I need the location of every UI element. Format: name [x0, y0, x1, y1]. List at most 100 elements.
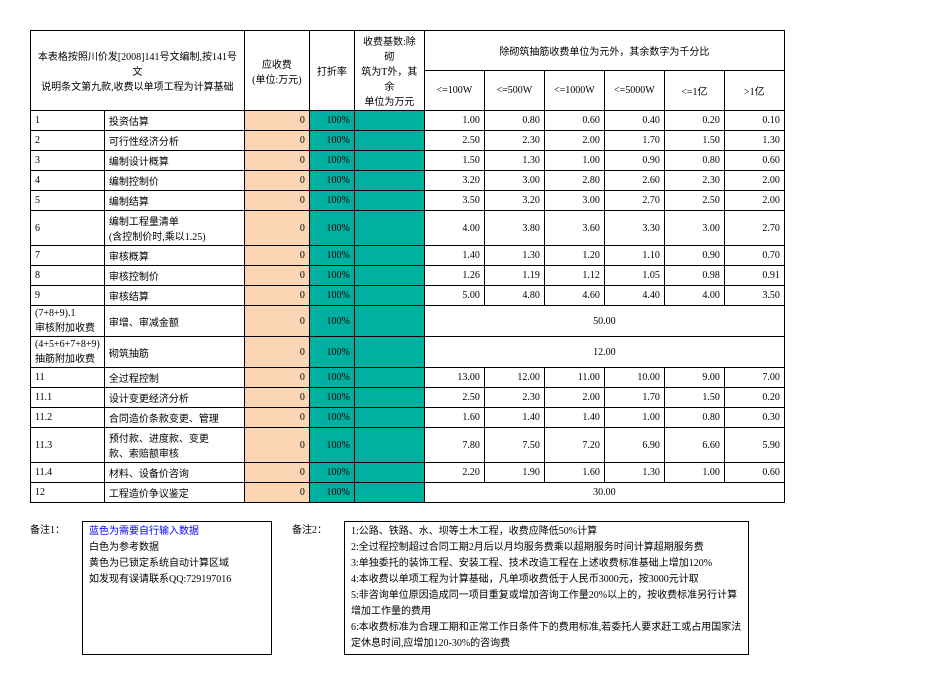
row-id: 11.1 — [31, 388, 105, 408]
note1-line: 黄色为已锁定系统自动计算区域 — [89, 556, 265, 572]
notes2-box: 1:公路、铁路、水、坝等土木工程，收费应降低50%计算2:全过程控制超过合同工期… — [344, 521, 749, 655]
rate-0: 7.80 — [424, 428, 484, 463]
rate-2: 4.60 — [544, 286, 604, 306]
rate-5: 0.91 — [724, 266, 784, 286]
rate-1: 3.80 — [484, 211, 544, 246]
rate-2: 0.60 — [544, 111, 604, 131]
row-disc: 100% — [309, 191, 354, 211]
row-fee: 0 — [244, 306, 309, 337]
rate-3: 1.70 — [604, 131, 664, 151]
rate-4: 2.50 — [664, 191, 724, 211]
note2-line: 6:本收费标准为合理工期和正常工作日条件下的费用标准,若委托人要求赶工或占用国家… — [351, 620, 742, 652]
rate-4: 6.60 — [664, 428, 724, 463]
rate-4: 0.98 — [664, 266, 724, 286]
merged-rate: 50.00 — [424, 306, 784, 337]
notes1-label: 备注1： — [30, 521, 72, 655]
rate-3: 0.90 — [604, 151, 664, 171]
row-basis — [354, 171, 424, 191]
row-id: 7 — [31, 246, 105, 266]
rate-2: 1.20 — [544, 246, 604, 266]
row-id: (7+8+9).1审核附加收费 — [31, 306, 105, 337]
rate-0: 1.50 — [424, 151, 484, 171]
row-basis — [354, 337, 424, 368]
row-name: 可行性经济分析 — [104, 131, 244, 151]
rate-2: 3.60 — [544, 211, 604, 246]
row-id: 11 — [31, 368, 105, 388]
rate-2: 3.00 — [544, 191, 604, 211]
tier-1: <=500W — [484, 71, 544, 111]
rate-0: 1.26 — [424, 266, 484, 286]
row-fee: 0 — [244, 266, 309, 286]
rate-0: 1.00 — [424, 111, 484, 131]
row-fee: 0 — [244, 111, 309, 131]
rate-3: 2.60 — [604, 171, 664, 191]
rate-5: 0.30 — [724, 408, 784, 428]
rate-0: 1.60 — [424, 408, 484, 428]
row-basis — [354, 408, 424, 428]
row-fee: 0 — [244, 171, 309, 191]
row-name: 全过程控制 — [104, 368, 244, 388]
header-desc: 本表格按照川价发[2008]141号文编制,按141号文说明条文第九款,收费以单… — [31, 31, 245, 111]
rate-0: 3.20 — [424, 171, 484, 191]
row-basis — [354, 131, 424, 151]
tier-3: <=5000W — [604, 71, 664, 111]
rate-1: 7.50 — [484, 428, 544, 463]
row-id: 6 — [31, 211, 105, 246]
rate-5: 0.70 — [724, 246, 784, 266]
header-basis: 收费基数:除砌筑为T外，其余单位为万元 — [354, 31, 424, 111]
merged-rate: 12.00 — [424, 337, 784, 368]
row-fee: 0 — [244, 408, 309, 428]
note2-line: 3:单独委托的装饰工程、安装工程、技术改造工程在上述收费标准基础上增加120% — [351, 556, 742, 572]
rate-3: 1.70 — [604, 388, 664, 408]
rate-5: 5.90 — [724, 428, 784, 463]
row-name: 审核结算 — [104, 286, 244, 306]
row-disc: 100% — [309, 463, 354, 483]
row-disc: 100% — [309, 131, 354, 151]
rate-3: 1.10 — [604, 246, 664, 266]
rate-5: 3.50 — [724, 286, 784, 306]
row-disc: 100% — [309, 151, 354, 171]
row-fee: 0 — [244, 368, 309, 388]
note2-line: 5:非咨询单位原因造成同一项目重复或增加咨询工作量20%以上的，按收费标准另行计… — [351, 588, 742, 620]
rate-4: 0.80 — [664, 408, 724, 428]
row-fee: 0 — [244, 191, 309, 211]
rate-4: 1.50 — [664, 388, 724, 408]
row-disc: 100% — [309, 286, 354, 306]
rate-4: 1.00 — [664, 463, 724, 483]
row-basis — [354, 368, 424, 388]
rate-2: 1.00 — [544, 151, 604, 171]
rate-5: 2.70 — [724, 211, 784, 246]
notes2-label: 备注2： — [292, 521, 334, 655]
tier-2: <=1000W — [544, 71, 604, 111]
row-basis — [354, 388, 424, 408]
rate-3: 1.00 — [604, 408, 664, 428]
rate-3: 0.40 — [604, 111, 664, 131]
rate-0: 1.40 — [424, 246, 484, 266]
rate-1: 0.80 — [484, 111, 544, 131]
row-basis — [354, 211, 424, 246]
row-name: 审增、审减金额 — [104, 306, 244, 337]
row-disc: 100% — [309, 111, 354, 131]
rate-2: 1.12 — [544, 266, 604, 286]
tier-0: <=100W — [424, 71, 484, 111]
row-id: 1 — [31, 111, 105, 131]
note1-line: 白色为参考数据 — [89, 540, 265, 556]
row-basis — [354, 483, 424, 503]
rate-2: 7.20 — [544, 428, 604, 463]
rate-0: 2.20 — [424, 463, 484, 483]
rate-1: 1.40 — [484, 408, 544, 428]
row-id: (4+5+6+7+8+9)抽筋附加收费 — [31, 337, 105, 368]
rate-1: 2.30 — [484, 131, 544, 151]
row-basis — [354, 151, 424, 171]
rate-4: 0.20 — [664, 111, 724, 131]
fee-table: 本表格按照川价发[2008]141号文编制,按141号文说明条文第九款,收费以单… — [30, 30, 785, 503]
rate-1: 3.20 — [484, 191, 544, 211]
rate-4: 1.50 — [664, 131, 724, 151]
rate-0: 3.50 — [424, 191, 484, 211]
rate-5: 0.60 — [724, 151, 784, 171]
rate-1: 1.90 — [484, 463, 544, 483]
rate-5: 0.20 — [724, 388, 784, 408]
rate-2: 1.60 — [544, 463, 604, 483]
rate-3: 3.30 — [604, 211, 664, 246]
row-id: 11.4 — [31, 463, 105, 483]
